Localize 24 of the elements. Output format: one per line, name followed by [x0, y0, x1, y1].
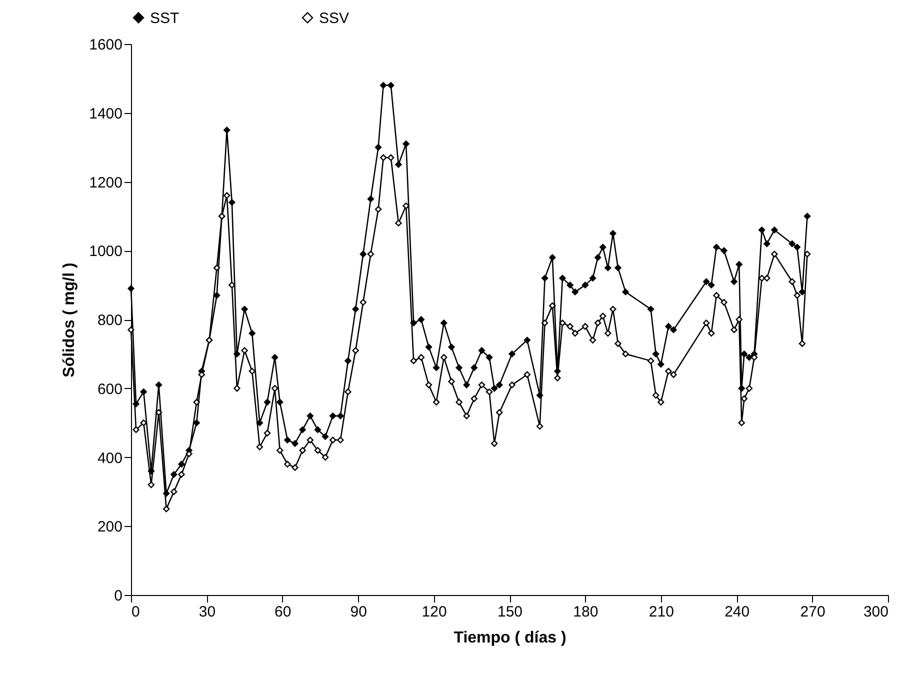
- legend-label: SSV: [319, 10, 350, 27]
- x-tick-label: 240: [724, 604, 750, 620]
- y-tick-label: 1200: [89, 174, 122, 192]
- x-axis-title: Tiempo ( días ): [454, 630, 566, 646]
- y-tick-label: 200: [97, 518, 122, 536]
- x-tick-label: 60: [274, 604, 292, 620]
- x-tick-label: 180: [573, 604, 598, 620]
- y-tick-label: 0: [114, 588, 122, 604]
- legend-label: SST: [150, 10, 180, 27]
- x-tick-label: 270: [800, 604, 826, 620]
- y-tick-label: 600: [97, 380, 122, 398]
- x-tick-label: 30: [198, 604, 216, 620]
- x-tick-label: 210: [648, 604, 674, 620]
- x-tick-label: 150: [497, 604, 523, 620]
- y-tick-label: 1600: [89, 36, 122, 54]
- x-tick-label: 90: [350, 604, 367, 620]
- x-tick-label: 0: [132, 604, 140, 620]
- y-tick-label: 1400: [89, 105, 122, 122]
- y-tick-label: 800: [97, 312, 122, 329]
- x-tick-label: 120: [422, 604, 447, 620]
- y-tick-label: 1000: [89, 243, 122, 260]
- y-axis-title: Sólidos ( mg/l ): [61, 262, 78, 378]
- x-tick-label: 300: [863, 604, 888, 620]
- y-tick-label: 400: [97, 450, 122, 467]
